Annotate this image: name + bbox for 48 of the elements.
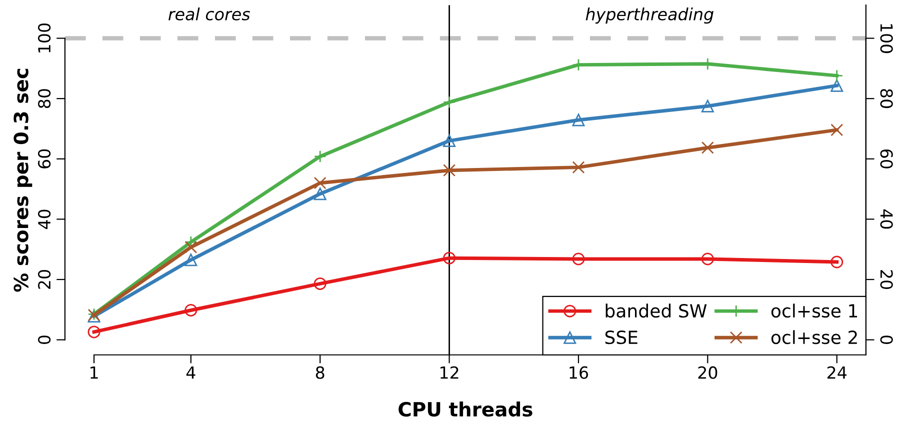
point: [443, 164, 456, 177]
point: [830, 256, 844, 268]
annotation: real cores: [168, 8, 250, 20]
legend-label: ocl+sse 2: [771, 330, 857, 344]
y2-tick-label: 100: [880, 24, 893, 54]
point: [184, 304, 198, 316]
x-tick-label: 16: [570, 366, 588, 379]
x-tick-label: 20: [698, 366, 718, 379]
y2-tick-label: 20: [880, 270, 893, 289]
legend-label: SSE: [605, 330, 638, 344]
point: [830, 79, 844, 92]
y-tick-label: 100: [38, 23, 51, 52]
x-tick-label: 12: [440, 366, 458, 379]
point: [572, 114, 585, 126]
point: [701, 252, 714, 266]
point: [184, 240, 198, 254]
point: [701, 100, 714, 112]
point: [830, 124, 844, 136]
y-axis-title: % scores per 0.3 sec: [14, 68, 32, 292]
x-tick-label: 8: [316, 366, 324, 379]
point: [443, 252, 456, 264]
y2-tick-label: 60: [880, 149, 893, 168]
x-tick-label: 4: [186, 366, 196, 379]
point: [572, 252, 585, 266]
y-tick-label: 0: [38, 336, 51, 344]
y-tick-label: 80: [38, 89, 51, 108]
point: [88, 326, 100, 338]
point: [314, 176, 326, 190]
y-tick-label: 60: [38, 149, 51, 168]
annotation: hyperthreading: [586, 8, 714, 24]
legend-label: ocl+sse 1: [771, 304, 858, 318]
x-tick-label: 1: [90, 366, 98, 379]
x-tick-label: 24: [827, 366, 847, 379]
point: [701, 141, 714, 154]
y2-tick-label: 40: [880, 209, 893, 229]
legend-label: banded SW: [606, 304, 707, 318]
point: [314, 188, 326, 200]
x-axis-title: CPU threads: [398, 402, 532, 417]
y-tick-label: 40: [38, 210, 51, 229]
point: [314, 150, 326, 163]
point: [184, 254, 198, 266]
point: [572, 161, 585, 174]
y2-tick-label: 80: [880, 89, 893, 108]
y-tick-label: 20: [38, 270, 51, 289]
point: [314, 277, 326, 290]
y2-tick-label: 0: [880, 336, 893, 344]
point: [443, 134, 456, 148]
point: [443, 96, 456, 108]
